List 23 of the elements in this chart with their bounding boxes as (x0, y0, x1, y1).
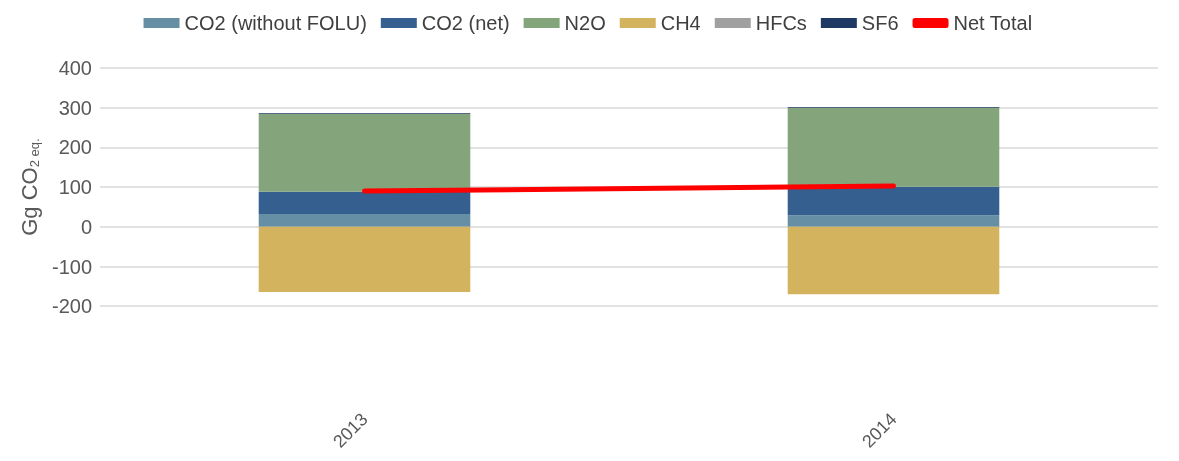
bar (787, 226, 1000, 295)
y-tick-label: 200 (58, 136, 92, 159)
bar (787, 215, 1000, 227)
bar (258, 114, 471, 192)
bar (787, 108, 1000, 187)
y-tick-label: 0 (80, 215, 92, 238)
y-tick-label: 100 (58, 176, 92, 199)
bar (258, 214, 471, 227)
bar (258, 191, 471, 215)
y-tick-label: -200 (51, 295, 92, 318)
legend-label: N2O (564, 12, 606, 34)
legend-label: Net Total (953, 12, 1033, 34)
legend-label: SF6 (861, 12, 899, 34)
y-tick-label: -100 (51, 255, 92, 278)
y-tick-label: 400 (58, 57, 92, 79)
legend-label: HFCs (755, 12, 807, 34)
y-axis-title: Gg CO2 eq. (17, 138, 43, 236)
legend-label: CO2 (without FOLU) (184, 12, 367, 34)
legend-label: CO2 (net) (421, 12, 510, 34)
bar (258, 226, 471, 292)
y-tick-label: 300 (58, 96, 92, 119)
legend-label: CH4 (660, 12, 701, 34)
bar (787, 186, 1000, 216)
